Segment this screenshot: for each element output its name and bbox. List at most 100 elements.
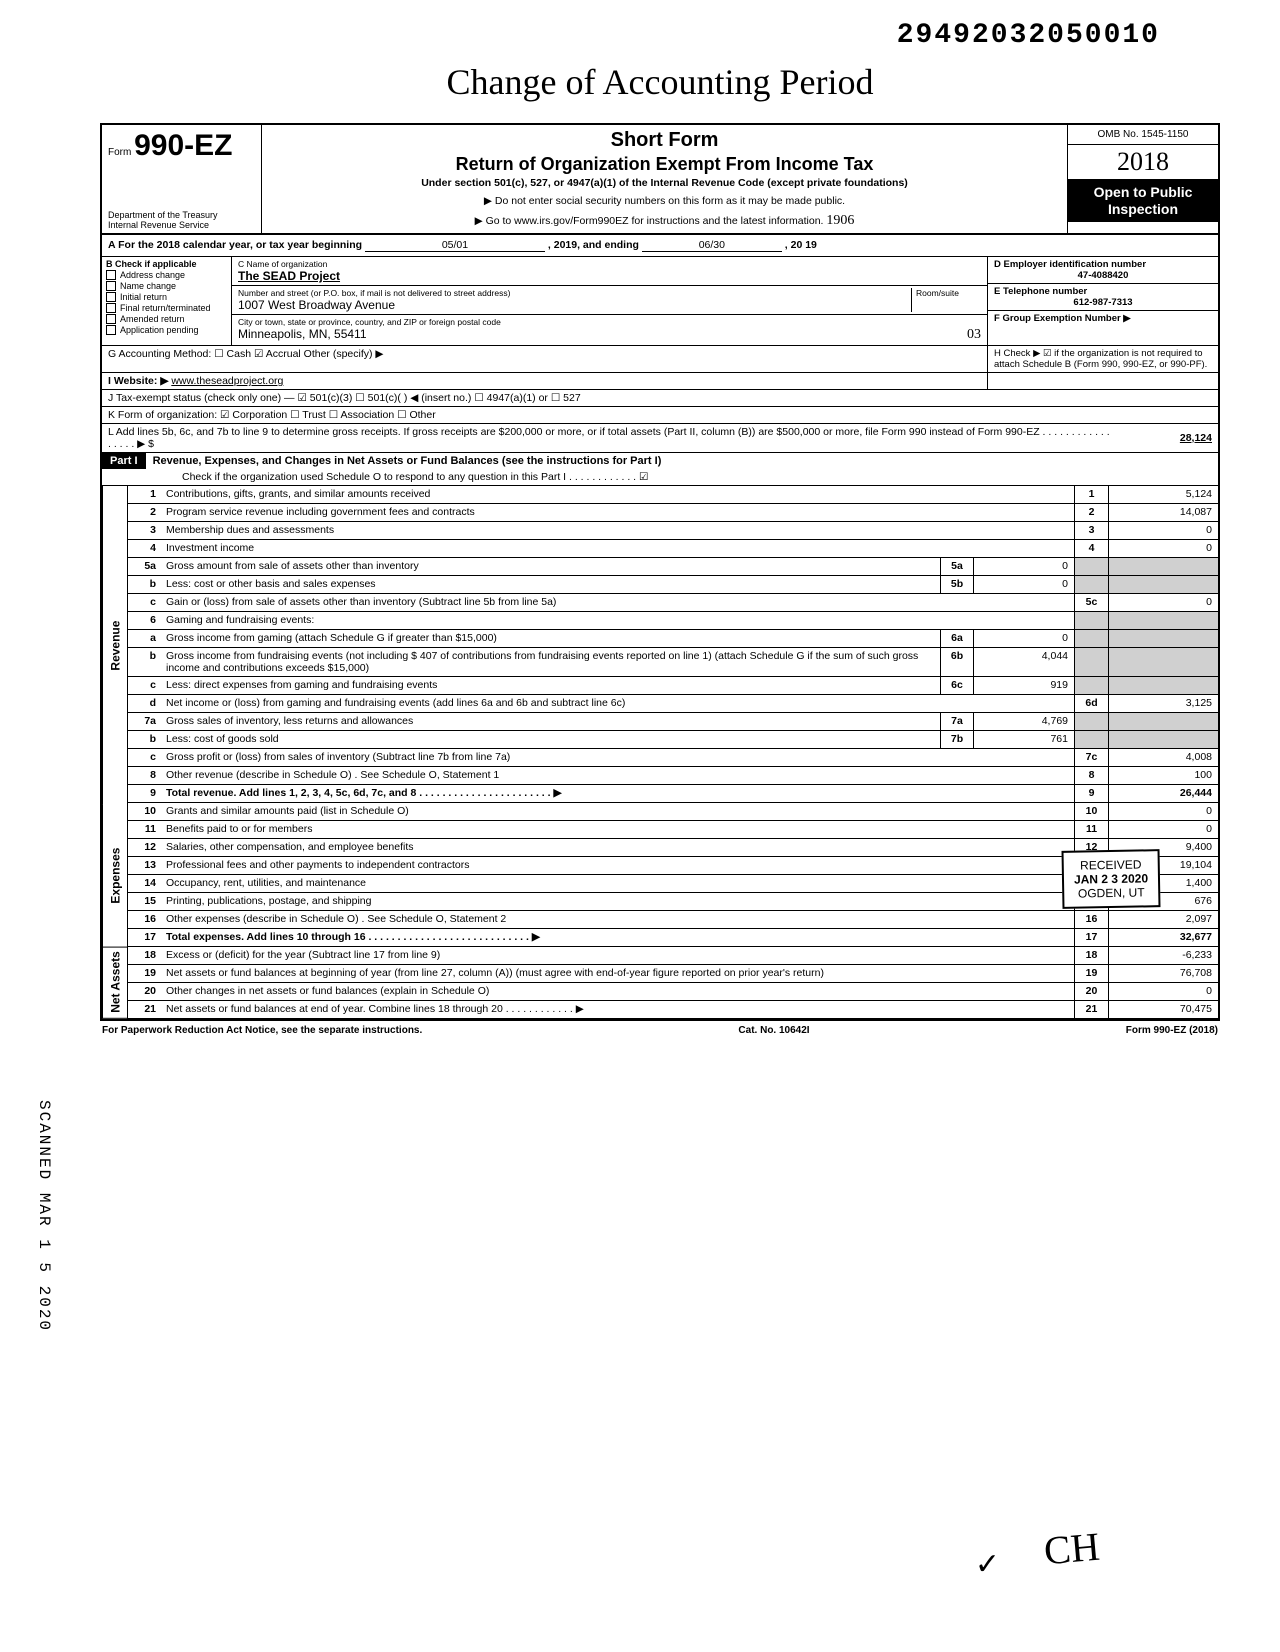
form-990ez: Form 990-EZ Department of the Treasury I… <box>100 123 1220 1021</box>
line-desc: Net income or (loss) from gaming and fun… <box>162 695 1074 712</box>
line-num: 17 <box>128 929 162 946</box>
line-num: 7a <box>128 713 162 730</box>
line-g[interactable]: G Accounting Method: ☐ Cash ☑ Accrual Ot… <box>102 346 988 372</box>
box-shaded <box>1074 731 1108 748</box>
line-6a: aGross income from gaming (attach Schedu… <box>128 630 1218 648</box>
part-i-check[interactable]: Check if the organization used Schedule … <box>102 469 1218 485</box>
box-shaded <box>1074 677 1108 694</box>
amt-shaded <box>1108 648 1218 676</box>
chk-final-return[interactable]: Final return/terminated <box>106 303 227 313</box>
sub-amount[interactable]: 0 <box>974 630 1074 647</box>
line-k[interactable]: K Form of organization: ☑ Corporation ☐ … <box>102 407 1218 424</box>
line-5c: cGain or (loss) from sale of assets othe… <box>128 594 1218 612</box>
room-label: Room/suite <box>916 288 981 298</box>
street-address[interactable]: 1007 West Broadway Avenue <box>238 298 911 312</box>
website-value[interactable]: www.theseadproject.org <box>171 375 283 387</box>
line-amount[interactable]: -6,233 <box>1108 947 1218 964</box>
sub-box: 5a <box>940 558 974 575</box>
line-h[interactable]: H Check ▶ ☑ if the organization is not r… <box>988 346 1218 372</box>
line-amount[interactable]: 0 <box>1108 522 1218 539</box>
ein-value[interactable]: 47-4088420 <box>994 270 1212 281</box>
line-amount[interactable]: 3,125 <box>1108 695 1218 712</box>
line-amount[interactable]: 76,708 <box>1108 965 1218 982</box>
line-amount[interactable]: 32,677 <box>1108 929 1218 946</box>
line-21: 21Net assets or fund balances at end of … <box>128 1001 1218 1019</box>
line-desc: Gross income from gaming (attach Schedul… <box>162 630 940 647</box>
tax-year: 2018 <box>1068 145 1218 180</box>
line-j[interactable]: J Tax-exempt status (check only one) — ☑… <box>102 390 1218 407</box>
line-desc: Grants and similar amounts paid (list in… <box>162 803 1074 820</box>
line-desc: Gain or (loss) from sale of assets other… <box>162 594 1074 611</box>
line-amount[interactable]: 26,444 <box>1108 785 1218 802</box>
sub-amount[interactable]: 4,044 <box>974 648 1074 676</box>
received-stamp: RECEIVED JAN 2 3 2020 OGDEN, UT <box>1061 849 1160 909</box>
sub-amount[interactable]: 0 <box>974 576 1074 593</box>
line-num: c <box>128 677 162 694</box>
org-name[interactable]: The SEAD Project <box>238 269 981 283</box>
line-desc: Other changes in net assets or fund bala… <box>162 983 1074 1000</box>
line-amount[interactable]: 0 <box>1108 540 1218 557</box>
side-netassets: Net Assets <box>102 947 128 1019</box>
city-state-zip[interactable]: Minneapolis, MN, 55411 <box>238 327 367 343</box>
line-num: 5a <box>128 558 162 575</box>
chk-name-change[interactable]: Name change <box>106 281 227 291</box>
box-shaded <box>1074 713 1108 730</box>
part-i-header: Part I Revenue, Expenses, and Changes in… <box>102 453 1218 486</box>
info-grid: B Check if applicable Address change Nam… <box>102 257 1218 346</box>
line-amount[interactable]: 0 <box>1108 803 1218 820</box>
sub-box: 5b <box>940 576 974 593</box>
line-desc: Less: cost of goods sold <box>162 731 940 748</box>
amt-shaded <box>1108 713 1218 730</box>
sub-amount[interactable]: 761 <box>974 731 1074 748</box>
line-7a: 7aGross sales of inventory, less returns… <box>128 713 1218 731</box>
chk-initial-return[interactable]: Initial return <box>106 292 227 302</box>
line-amount[interactable]: 14,087 <box>1108 504 1218 521</box>
sub-amount[interactable]: 919 <box>974 677 1074 694</box>
line-6: 6Gaming and fundraising events: <box>128 612 1218 630</box>
line-amount[interactable]: 100 <box>1108 767 1218 784</box>
period-end[interactable]: 06/30 <box>642 239 782 252</box>
chk-address-change[interactable]: Address change <box>106 270 227 280</box>
line-num: 18 <box>128 947 162 964</box>
phone-value[interactable]: 612-987-7313 <box>994 297 1212 308</box>
part-i-table: Revenue Expenses Net Assets 1Contributio… <box>102 486 1218 1019</box>
line-num: 20 <box>128 983 162 1000</box>
sub-amount[interactable]: 4,769 <box>974 713 1074 730</box>
line-17: 17Total expenses. Add lines 10 through 1… <box>128 929 1218 947</box>
sub-amount[interactable]: 0 <box>974 558 1074 575</box>
chk-application-pending[interactable]: Application pending <box>106 325 227 335</box>
city-label: City or town, state or province, country… <box>238 317 981 327</box>
line-amount[interactable]: 2,097 <box>1108 911 1218 928</box>
scanned-stamp: SCANNED MAR 1 5 2020 <box>35 1100 53 1332</box>
line-num: 2 <box>128 504 162 521</box>
line-num: 21 <box>128 1001 162 1018</box>
box-shaded <box>1074 648 1108 676</box>
line-box: 6d <box>1074 695 1108 712</box>
line-desc: Less: cost or other basis and sales expe… <box>162 576 940 593</box>
signature: CH <box>1042 1523 1101 1575</box>
line-amount[interactable]: 0 <box>1108 594 1218 611</box>
line-11: 11Benefits paid to or for members110 <box>128 821 1218 839</box>
line-box: 20 <box>1074 983 1108 1000</box>
line-box: 2 <box>1074 504 1108 521</box>
line-amount[interactable]: 0 <box>1108 983 1218 1000</box>
sub-box: 7b <box>940 731 974 748</box>
line-9: 9Total revenue. Add lines 1, 2, 3, 4, 5c… <box>128 785 1218 803</box>
amt-shaded <box>1108 576 1218 593</box>
line-7c: cGross profit or (loss) from sales of in… <box>128 749 1218 767</box>
box-shaded <box>1074 612 1108 629</box>
line-amount[interactable]: 5,124 <box>1108 486 1218 503</box>
sub-box: 7a <box>940 713 974 730</box>
line-box: 11 <box>1074 821 1108 838</box>
line-box: 7c <box>1074 749 1108 766</box>
line-num: 10 <box>128 803 162 820</box>
line-amount[interactable]: 70,475 <box>1108 1001 1218 1018</box>
line-l: L Add lines 5b, 6c, and 7b to line 9 to … <box>102 424 1218 453</box>
chk-amended-return[interactable]: Amended return <box>106 314 227 324</box>
period-begin[interactable]: 05/01 <box>365 239 545 252</box>
line-desc: Other expenses (describe in Schedule O) … <box>162 911 1074 928</box>
section-b-label: B Check if applicable <box>106 259 227 269</box>
group-exemption-label: F Group Exemption Number ▶ <box>994 313 1212 324</box>
line-amount[interactable]: 0 <box>1108 821 1218 838</box>
line-amount[interactable]: 4,008 <box>1108 749 1218 766</box>
